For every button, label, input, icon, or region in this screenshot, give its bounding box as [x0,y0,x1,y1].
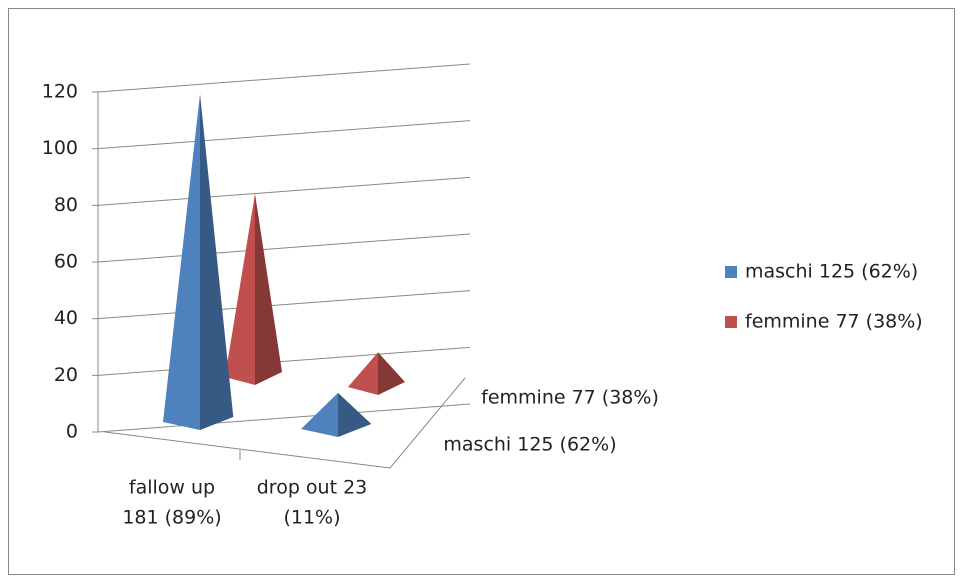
pyramid-face-right [200,94,234,430]
x-tick-label: (11%) [283,507,340,529]
y-tick-label: 0 [66,421,78,443]
grid-line [97,403,471,433]
y-tick-label: 100 [42,137,78,159]
pyramid-face-right [378,352,405,395]
x-tick-label: drop out 23 [257,477,368,499]
pyramid [301,392,372,437]
y-tick-label: 120 [42,81,78,103]
pyramid-face-left [225,193,255,385]
depth-label: femmine 77 (38%) [481,387,659,409]
grid-line [97,346,471,376]
grid-line [97,290,471,320]
y-tick-label: 20 [54,364,78,386]
pyramid-face-right [255,193,282,385]
depth-label: maschi 125 (62%) [443,434,616,456]
legend-label: maschi 125 (62%) [745,261,918,283]
grid-line [97,176,471,206]
grid-line [97,233,471,263]
pyramid-face-left [163,94,200,430]
pyramid [163,94,234,430]
y-tick-label: 40 [54,307,78,329]
grid-line [97,63,471,93]
pyramid-face-right [338,392,372,437]
grid-line [97,120,471,150]
x-tick-label: fallow up [129,477,215,499]
pyramid-face-left [348,352,378,395]
y-tick-label: 60 [54,251,78,273]
floor-edge [104,377,466,469]
x-tick-label: 181 (89%) [122,507,221,529]
legend-label: femmine 77 (38%) [745,311,923,333]
legend-swatch [725,316,737,328]
pyramid [225,193,282,385]
pyramid-face-left [301,392,338,437]
y-tick-label: 80 [54,194,78,216]
pyramid [348,352,405,395]
legend-swatch [725,266,737,278]
chart-frame [8,8,955,575]
